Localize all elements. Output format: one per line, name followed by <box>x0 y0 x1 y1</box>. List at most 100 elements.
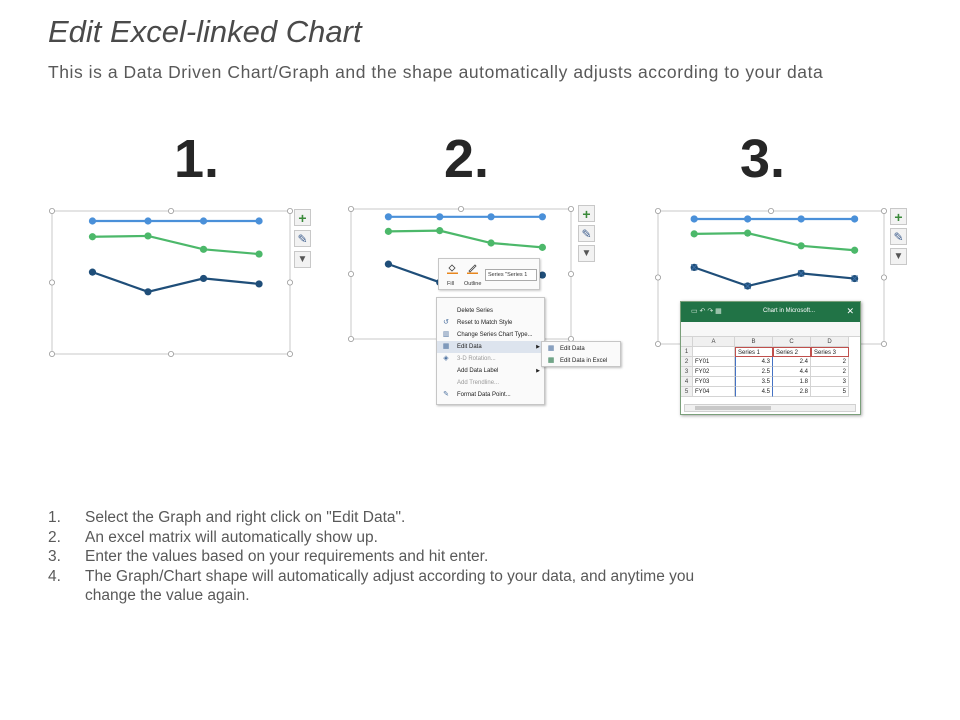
spreadsheet-cell[interactable]: 2.4 <box>773 357 811 367</box>
chart-filter-icon[interactable]: ▼ <box>890 248 907 265</box>
spreadsheet-cell[interactable]: 4.3 <box>735 357 773 367</box>
series-line-3[interactable] <box>92 271 260 293</box>
spreadsheet-cell[interactable]: FY02 <box>693 367 735 377</box>
series-line-3[interactable] <box>693 266 855 288</box>
scrollbar-thumb[interactable] <box>695 406 771 410</box>
resize-handle[interactable] <box>286 208 293 214</box>
horizontal-scrollbar[interactable] <box>684 404 856 412</box>
excel-title-bar[interactable]: ▭ ↶ ↷ ▦ Chart in Microsoft... ✕ <box>681 302 860 322</box>
context-menu-item[interactable]: ▥ Change Series Chart Type... <box>437 329 544 341</box>
data-point[interactable] <box>384 213 392 221</box>
resize-handle[interactable] <box>655 340 661 347</box>
fill-bucket-icon[interactable] <box>447 263 458 274</box>
data-point[interactable] <box>744 229 752 237</box>
data-point[interactable] <box>255 217 263 225</box>
data-point[interactable] <box>144 288 152 296</box>
submenu-item-edit-data-in-excel[interactable]: ▦ Edit Data in Excel <box>547 357 608 364</box>
resize-handle[interactable] <box>348 271 354 278</box>
resize-handle[interactable] <box>49 208 55 214</box>
data-point[interactable] <box>797 215 805 223</box>
data-point[interactable] <box>487 239 495 247</box>
spreadsheet-cell[interactable]: 2.5 <box>735 367 773 377</box>
spreadsheet-cell[interactable]: 3.5 <box>735 377 773 387</box>
data-point[interactable] <box>384 260 392 268</box>
row-header[interactable]: 2 <box>681 357 693 367</box>
column-header[interactable]: A <box>693 337 735 347</box>
add-chart-element-button[interactable]: + <box>890 208 907 225</box>
chart-style-brush-icon[interactable]: ✎ <box>890 228 907 245</box>
resize-handle[interactable] <box>348 206 354 212</box>
chart-panel-2[interactable] <box>345 203 577 345</box>
spreadsheet-cell[interactable]: 2 <box>811 357 849 367</box>
selected-point-marker[interactable] <box>690 264 698 271</box>
resize-handle[interactable] <box>880 274 887 281</box>
mini-line-chart-3[interactable] <box>652 205 890 350</box>
data-point[interactable] <box>744 215 752 223</box>
data-point[interactable] <box>88 233 97 241</box>
resize-handle[interactable] <box>286 279 293 286</box>
mini-line-chart-1[interactable] <box>46 205 296 360</box>
excel-data-window[interactable]: ▭ ↶ ↷ ▦ Chart in Microsoft... ✕ A B C D 1 Ser… <box>680 301 861 415</box>
data-point[interactable] <box>436 213 444 221</box>
add-chart-element-button[interactable]: + <box>294 209 311 226</box>
resize-handle[interactable] <box>168 208 175 214</box>
data-point[interactable] <box>797 242 805 250</box>
data-point[interactable] <box>690 215 698 223</box>
context-menu-item[interactable]: ✎ Format Data Point... <box>437 389 544 401</box>
selected-point-marker[interactable] <box>797 269 805 277</box>
resize-handle[interactable] <box>286 350 293 357</box>
context-menu-item[interactable]: Delete Series <box>437 305 544 317</box>
data-point[interactable] <box>88 217 97 225</box>
resize-handle[interactable] <box>655 274 661 281</box>
context-menu-item[interactable]: ▦ Edit Data ▶ <box>437 341 544 353</box>
data-point[interactable] <box>538 271 546 279</box>
mini-line-chart-2[interactable] <box>345 203 577 345</box>
chart-style-brush-icon[interactable]: ✎ <box>294 230 311 247</box>
chart-filter-icon[interactable]: ▼ <box>578 245 595 262</box>
chart-panel-1[interactable] <box>46 205 296 360</box>
column-header[interactable]: B <box>735 337 773 347</box>
spreadsheet-cell[interactable]: 2 <box>811 367 849 377</box>
resize-handle[interactable] <box>458 206 465 212</box>
series-select-dropdown[interactable]: Series "Series 1 <box>485 269 537 281</box>
resize-handle[interactable] <box>880 340 887 347</box>
spreadsheet-cell[interactable]: 4.4 <box>773 367 811 377</box>
spreadsheet-cell[interactable]: 5 <box>811 387 849 397</box>
context-menu-item[interactable]: Add Trendline... <box>437 377 544 389</box>
submenu-item-edit-data[interactable]: ▦ Edit Data <box>547 345 585 352</box>
spreadsheet-cell[interactable]: Series 1 <box>735 347 773 357</box>
data-point[interactable] <box>384 227 392 235</box>
context-menu-item[interactable]: ↺ Reset to Match Style <box>437 317 544 329</box>
row-header[interactable]: 3 <box>681 367 693 377</box>
add-chart-element-button[interactable]: + <box>578 205 595 222</box>
column-header[interactable]: D <box>811 337 849 347</box>
data-point[interactable] <box>851 246 859 254</box>
resize-handle[interactable] <box>567 206 574 212</box>
format-mini-toolbar[interactable]: Fill Outline Series "Series 1 <box>438 258 540 290</box>
spreadsheet-cell[interactable]: Series 2 <box>773 347 811 357</box>
spreadsheet-cell[interactable]: FY01 <box>693 357 735 367</box>
resize-handle[interactable] <box>655 208 661 214</box>
edit-data-submenu[interactable]: ▦ Edit Data ▦ Edit Data in Excel <box>541 341 621 367</box>
data-point[interactable] <box>538 243 546 251</box>
spreadsheet-cell[interactable]: 2.8 <box>773 387 811 397</box>
row-header[interactable]: 4 <box>681 377 693 387</box>
selected-point-marker[interactable] <box>851 275 858 282</box>
spreadsheet-cell[interactable]: FY04 <box>693 387 735 397</box>
resize-handle[interactable] <box>348 335 354 342</box>
row-header[interactable]: 5 <box>681 387 693 397</box>
data-point[interactable] <box>199 274 208 283</box>
data-point[interactable] <box>690 230 698 238</box>
quick-access-icons[interactable]: ▭ ↶ ↷ ▦ <box>691 308 722 315</box>
context-menu-item[interactable]: ◈ 3-D Rotation... <box>437 353 544 365</box>
chart-panel-3[interactable] <box>652 205 890 350</box>
resize-handle[interactable] <box>49 279 55 286</box>
data-point[interactable] <box>436 227 444 235</box>
chart-style-brush-icon[interactable]: ✎ <box>578 225 595 242</box>
spreadsheet-cell[interactable]: FY03 <box>693 377 735 387</box>
data-point[interactable] <box>144 217 152 225</box>
resize-handle[interactable] <box>768 208 775 214</box>
data-point[interactable] <box>144 232 152 240</box>
resize-handle[interactable] <box>168 350 175 357</box>
select-all-corner[interactable] <box>681 337 693 347</box>
